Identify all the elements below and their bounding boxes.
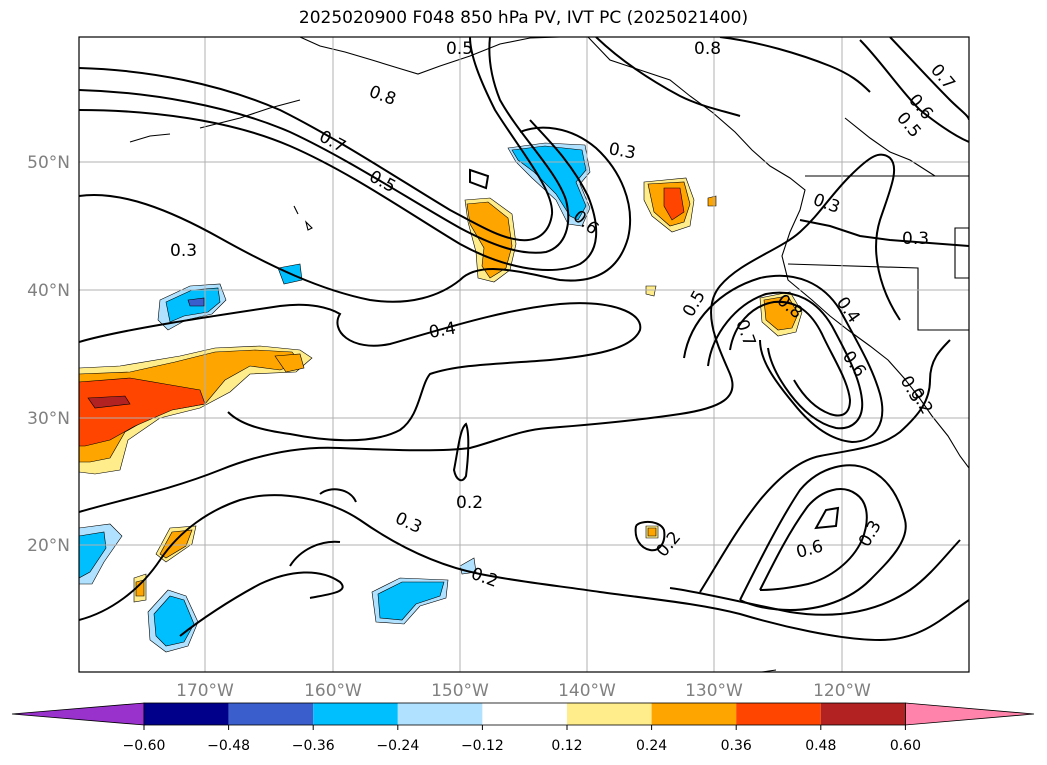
colorbar-bin (651, 703, 737, 725)
lat-label: 40°N (27, 281, 70, 301)
colorbar-bin (820, 703, 906, 725)
colorbar-extend-high (905, 702, 1035, 726)
map-title: 2025020900 F048 850 hPa PV, IVT PC (2025… (298, 8, 749, 28)
colorbar-tick-label: −0.24 (376, 738, 419, 754)
lon-label: 170°W (176, 681, 234, 701)
contour-label: 0.3 (170, 241, 197, 261)
lat-label: 30°N (27, 409, 70, 429)
colorbar-bin (228, 703, 314, 725)
colorbar-tick-label: −0.36 (292, 738, 335, 754)
colorbar-tick-label: 0.24 (636, 738, 667, 754)
colorbar-bin (313, 703, 398, 725)
colorbar-tick-label: 0.36 (721, 738, 752, 754)
colorbar-bin (144, 703, 229, 725)
lon-label: 140°W (558, 681, 616, 701)
contour-label: 0.2 (456, 493, 483, 513)
contour-label: 0.5 (446, 39, 473, 59)
graticule (79, 37, 969, 672)
lon-labels: 170°W 160°W 150°W 140°W 130°W 120°W (176, 681, 871, 701)
map-panel: 0.5 0.8 0.8 0.7 0.6 0.5 0.7 0.5 0.3 0.6 … (79, 37, 969, 672)
lon-label: 120°W (813, 681, 871, 701)
ivt-contours (79, 37, 969, 642)
contour-label: 0.4 (427, 319, 457, 343)
colorbar-tick-label: 0.60 (890, 738, 921, 754)
colorbar-tick-label: −0.12 (461, 738, 504, 754)
colorbar-tick-label: 0.48 (805, 738, 836, 754)
colorbar-extend-low (11, 702, 145, 726)
colorbar-bin (736, 703, 821, 725)
pv-max-region (87, 395, 131, 409)
lat-label: 50°N (27, 153, 70, 173)
contour-label: 0.8 (694, 39, 721, 59)
lat-labels: 50°N 40°N 30°N 20°N (27, 153, 70, 556)
lon-label: 150°W (431, 681, 489, 701)
lon-label: 160°W (304, 681, 362, 701)
lon-label: 130°W (685, 681, 743, 701)
contour-label: 0.3 (607, 139, 637, 163)
colorbar: −0.60 −0.48 −0.36 −0.24 −0.12 0.12 0.24 … (11, 702, 1035, 754)
colorbar-bin (567, 703, 652, 725)
colorbar-bin (482, 703, 567, 725)
map-frame (78, 36, 970, 673)
coastlines (129, 37, 969, 672)
colorbar-tick-label: −0.60 (123, 738, 166, 754)
contour-label: 0.3 (902, 229, 929, 249)
colorbar-bin (397, 703, 483, 725)
colorbar-tick-label: 0.12 (551, 738, 582, 754)
colorbar-tick-label: −0.48 (207, 738, 250, 754)
lat-label: 20°N (27, 536, 70, 556)
